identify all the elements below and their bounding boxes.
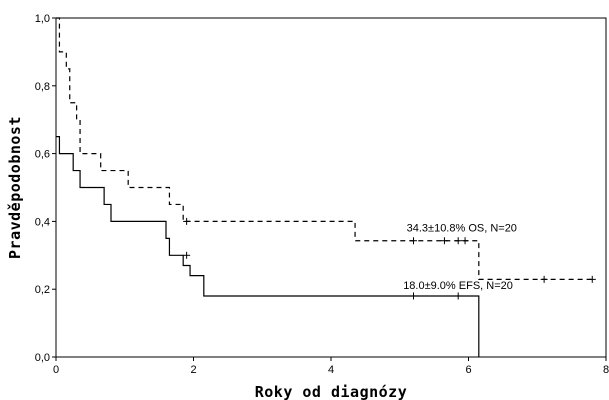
y-tick-label: 0,6 bbox=[35, 149, 50, 161]
x-tick-label: 6 bbox=[465, 364, 471, 376]
series-line-os bbox=[56, 17, 596, 280]
os-annotation: 34.3±10.8% OS, N=20 bbox=[407, 223, 517, 235]
y-tick-label: 0,0 bbox=[35, 352, 50, 364]
series-layer bbox=[56, 17, 596, 357]
y-tick-label: 1,0 bbox=[35, 13, 50, 25]
x-axis-title: Roky od diagnózy bbox=[255, 383, 408, 400]
x-tick-label: 2 bbox=[190, 364, 196, 376]
annotation-layer: 34.3±10.8% OS, N=20 18.0±9.0% EFS, N=20 bbox=[403, 223, 517, 293]
x-tick-label: 4 bbox=[328, 364, 334, 376]
x-tick-label: 8 bbox=[603, 364, 609, 376]
y-tick-label: 0,4 bbox=[35, 216, 50, 228]
y-axis-title: Pravděpodobnost bbox=[6, 116, 24, 259]
x-tick-label: 0 bbox=[53, 364, 59, 376]
efs-annotation: 18.0±9.0% EFS, N=20 bbox=[403, 280, 513, 292]
y-tick-label: 0,8 bbox=[35, 81, 50, 93]
plot-area: 0,0 0,2 0,4 0,6 0,8 1,0 0 2 4 6 8 bbox=[35, 13, 609, 376]
y-tick-label: 0,2 bbox=[35, 284, 50, 296]
series-line-efs bbox=[56, 136, 480, 357]
